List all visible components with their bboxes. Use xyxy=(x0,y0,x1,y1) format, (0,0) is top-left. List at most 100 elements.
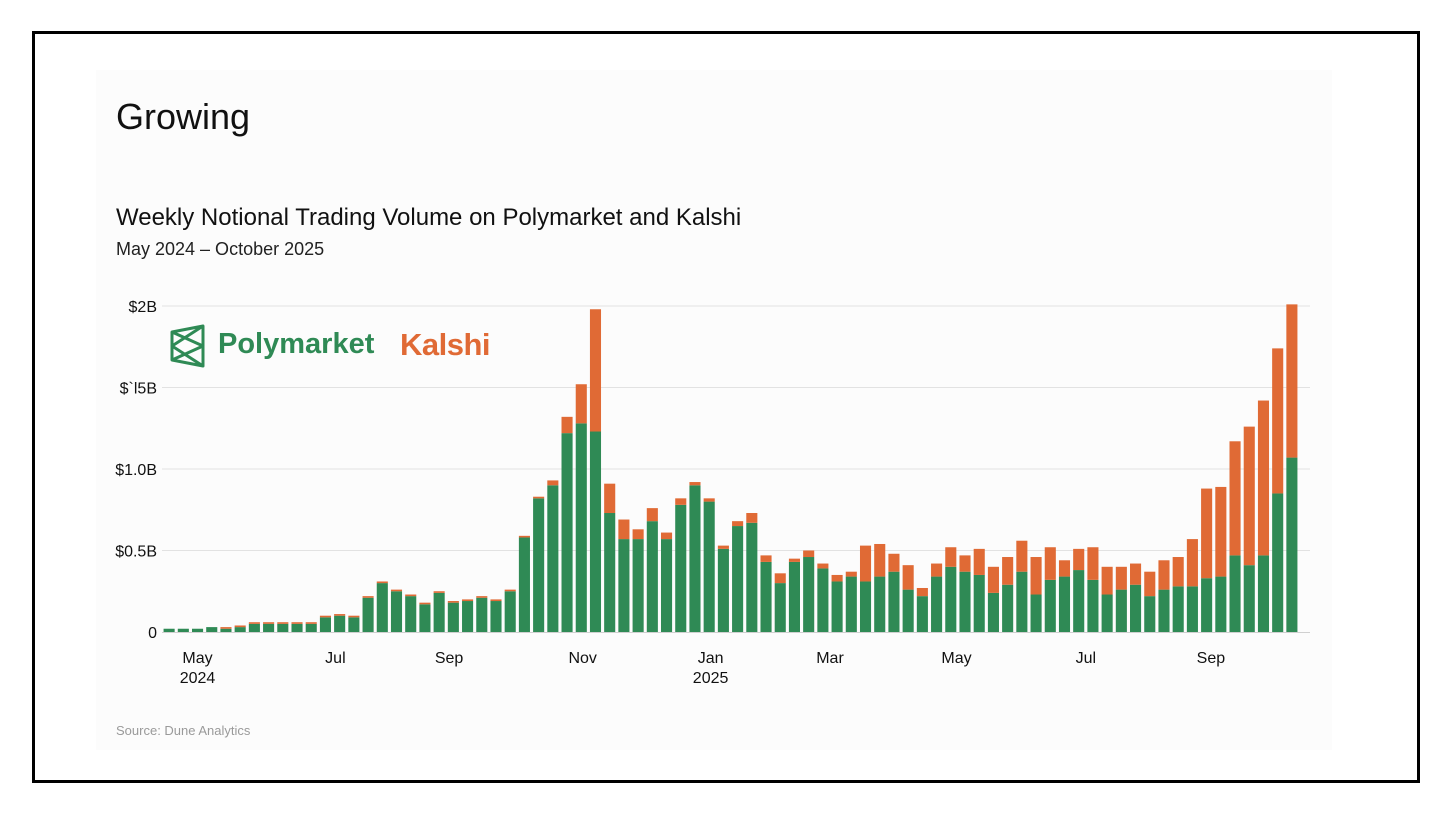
bar-kalshi xyxy=(490,599,502,602)
bar-polymarket xyxy=(1073,570,1085,632)
bar-kalshi xyxy=(1201,488,1213,579)
bar-polymarket xyxy=(405,596,417,632)
bar-polymarket xyxy=(1058,576,1071,632)
bar-kalshi xyxy=(1073,548,1085,571)
bar-kalshi xyxy=(462,599,474,602)
bar-polymarket xyxy=(646,521,658,632)
bar-polymarket xyxy=(462,601,474,632)
bar-kalshi xyxy=(774,573,786,584)
bar-polymarket xyxy=(632,539,644,632)
y-tick-label: 0 xyxy=(148,625,157,642)
bar-kalshi xyxy=(547,480,559,486)
bar-polymarket xyxy=(803,557,815,632)
bar-kalshi xyxy=(746,513,758,523)
bar-kalshi xyxy=(1229,441,1241,556)
bar-polymarket xyxy=(1144,596,1156,632)
bar-kalshi xyxy=(305,622,317,624)
bar-kalshi xyxy=(703,498,715,502)
bar-kalshi xyxy=(533,496,545,499)
bar-polymarket xyxy=(1201,578,1213,632)
bar-kalshi xyxy=(1030,557,1042,595)
bar-kalshi xyxy=(589,309,602,432)
bar-kalshi xyxy=(1272,348,1284,494)
legend-polymarket: Polymarket xyxy=(218,328,375,360)
bar-kalshi xyxy=(1044,547,1056,580)
bar-kalshi xyxy=(760,555,772,562)
bar-kalshi xyxy=(831,574,843,582)
bar-polymarket xyxy=(263,623,275,632)
bar-kalshi xyxy=(518,535,530,538)
x-tick-label: May xyxy=(941,650,971,667)
chart-subtitle: May 2024 – October 2025 xyxy=(116,239,325,259)
bar-polymarket xyxy=(1257,555,1270,632)
bar-kalshi xyxy=(1087,547,1099,580)
bar-polymarket xyxy=(732,526,744,632)
bar-polymarket xyxy=(1286,457,1298,632)
bar-polymarket xyxy=(206,627,218,632)
x-tick-label: Jan xyxy=(698,650,724,667)
bar-polymarket xyxy=(1243,565,1255,632)
page-heading: Growing xyxy=(116,96,251,137)
bar-polymarket xyxy=(1172,586,1184,632)
bar-polymarket xyxy=(874,576,886,632)
bar-kalshi xyxy=(263,622,275,624)
bar-polymarket xyxy=(931,576,943,632)
bar-polymarket xyxy=(561,433,573,632)
x-tick-label: May xyxy=(182,650,212,667)
bar-kalshi xyxy=(859,545,872,582)
x-tick-label: Sep xyxy=(435,650,464,667)
bar-polymarket xyxy=(788,561,800,632)
bar-polymarket xyxy=(973,574,985,632)
y-tick-label: $2B xyxy=(129,299,157,316)
bar-kalshi xyxy=(717,545,729,549)
bar-polymarket xyxy=(1229,555,1241,632)
bar-kalshi xyxy=(788,558,800,562)
bar-kalshi xyxy=(348,615,360,618)
bar-kalshi xyxy=(632,529,644,540)
bar-polymarket xyxy=(319,617,331,632)
x-tick-label: Jul xyxy=(325,650,345,667)
bar-polymarket xyxy=(845,576,857,632)
bar-polymarket xyxy=(1130,584,1142,632)
bar-polymarket xyxy=(945,566,957,632)
chart-title: Weekly Notional Trading Volume on Polyma… xyxy=(116,204,742,231)
bar-kalshi xyxy=(675,498,687,505)
bar-polymarket xyxy=(433,592,445,632)
bar-polymarket xyxy=(604,513,616,632)
bar-polymarket xyxy=(390,591,403,632)
bar-polymarket xyxy=(689,485,701,632)
bar-kalshi xyxy=(390,589,403,592)
bar-polymarket xyxy=(774,583,786,632)
bar-polymarket xyxy=(504,591,516,632)
x-tick-label: Mar xyxy=(816,650,844,667)
bar-kalshi xyxy=(931,563,943,577)
bar-kalshi xyxy=(1058,560,1071,577)
bar-polymarket xyxy=(419,604,431,632)
bar-polymarket xyxy=(675,504,687,632)
bar-polymarket xyxy=(575,423,587,632)
bar-kalshi xyxy=(447,601,459,603)
bar-kalshi xyxy=(803,550,815,558)
bar-kalshi xyxy=(845,571,857,577)
polymarket-logo-icon xyxy=(170,324,206,373)
bar-kalshi xyxy=(1115,566,1127,590)
bar-polymarket xyxy=(1215,576,1227,632)
bar-kalshi xyxy=(334,614,346,616)
bar-kalshi xyxy=(874,543,886,577)
bar-polymarket xyxy=(888,571,900,632)
bar-polymarket xyxy=(703,501,715,632)
bar-kalshi xyxy=(291,622,303,624)
bar-kalshi xyxy=(1243,426,1255,566)
bar-polymarket xyxy=(248,623,260,632)
x-tick-sublabel: 2024 xyxy=(180,670,216,687)
bar-kalshi xyxy=(987,566,999,593)
bar-polymarket xyxy=(589,431,602,632)
bar-kalshi xyxy=(689,482,701,486)
bar-polymarket xyxy=(362,597,374,632)
bar-polymarket xyxy=(1101,594,1113,632)
bar-kalshi xyxy=(561,416,573,434)
bar-polymarket xyxy=(1115,589,1127,632)
bar-kalshi xyxy=(902,565,914,590)
bar-kalshi xyxy=(1144,571,1156,597)
